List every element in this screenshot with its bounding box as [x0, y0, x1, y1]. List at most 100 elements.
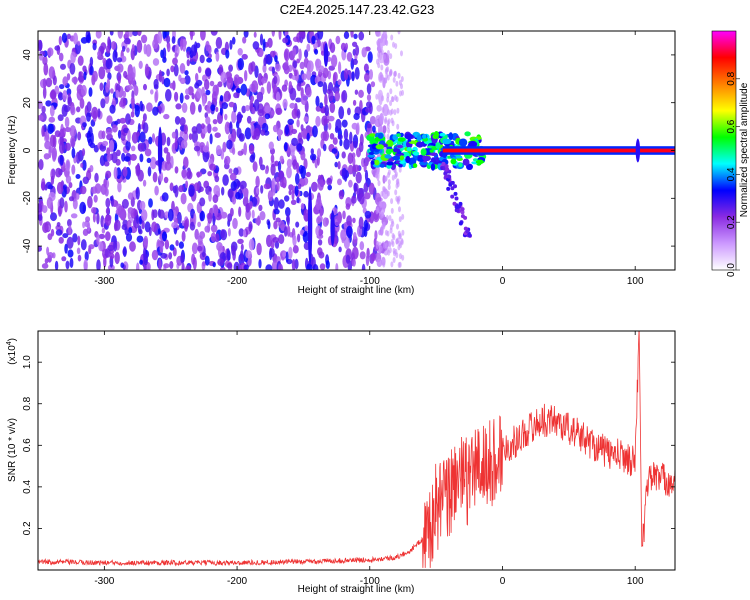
heatmap-cell — [152, 38, 159, 50]
heatmap-cell — [370, 160, 375, 165]
heatmap-cell — [81, 84, 87, 97]
heatmap-cell — [161, 231, 168, 242]
heatmap-cell — [267, 190, 274, 202]
heatmap-cell — [296, 143, 303, 152]
heatmap-cell — [450, 180, 455, 185]
heatmap-cell — [56, 222, 61, 227]
heatmap-cell — [57, 114, 64, 122]
heatmap-cell — [378, 46, 382, 53]
heatmap-cell — [385, 214, 389, 221]
heatmap-cell — [297, 183, 302, 190]
heatmap-cell — [178, 241, 184, 249]
heatmap-cell — [417, 158, 425, 162]
heatmap-cell — [433, 131, 439, 139]
heatmap-cell — [396, 107, 400, 114]
heatmap-cell — [215, 37, 223, 49]
heatmap-cell — [290, 199, 297, 205]
heatmap-cell — [75, 174, 81, 179]
x-tick-label: -100 — [360, 576, 380, 587]
heatmap-cell — [430, 152, 437, 156]
heatmap-cell — [265, 55, 272, 64]
heatmap-cell — [395, 80, 399, 87]
heatmap-cell — [78, 71, 82, 78]
heatmap-cell — [341, 237, 345, 244]
y-tick-label: -40 — [22, 238, 33, 253]
heatmap-cell — [327, 115, 335, 122]
heatmap-cell — [381, 224, 385, 231]
heatmap-cell — [83, 259, 88, 270]
heatmap-cell — [125, 233, 133, 242]
heatmap-cell — [310, 153, 317, 161]
heatmap-cell — [109, 31, 114, 36]
heatmap-cell — [370, 252, 376, 262]
heatmap-cell — [174, 166, 179, 174]
heatmap-cell — [301, 73, 307, 81]
heatmap-cell — [384, 154, 392, 159]
heatmap-cell — [306, 132, 310, 142]
heatmap-cell — [59, 141, 65, 154]
heatmap-cell — [80, 162, 84, 168]
heatmap-cell — [289, 102, 296, 109]
snr-background — [38, 331, 675, 570]
heatmap-cell — [282, 98, 288, 109]
heatmap-cell — [352, 217, 356, 224]
heatmap-cell — [250, 95, 255, 102]
heatmap-cell — [242, 229, 247, 238]
heatmap-cell — [273, 208, 280, 215]
heatmap-cell — [294, 185, 299, 197]
heatmap-cell — [284, 195, 290, 202]
heatmap-cell — [124, 37, 131, 45]
heatmap-cell — [407, 138, 412, 142]
heatmap-cell — [117, 31, 123, 39]
heatmap-cell — [361, 47, 367, 58]
heatmap-cell — [390, 261, 394, 268]
heatmap-cell — [157, 31, 163, 44]
heatmap-cell — [166, 136, 171, 147]
heatmap-cell — [91, 106, 99, 120]
heatmap-cell — [44, 258, 49, 264]
heatmap-cell — [395, 179, 399, 185]
heatmap-cell — [239, 180, 247, 190]
heatmap-cell — [283, 226, 288, 237]
heatmap-cell — [384, 77, 388, 84]
heatmap-cell — [212, 119, 218, 125]
heatmap-cell — [168, 252, 173, 260]
heatmap-cell — [214, 132, 221, 138]
heatmap-cell — [238, 133, 245, 142]
svg-text:(x104): (x104) — [6, 338, 18, 365]
heatmap-cell — [82, 65, 87, 73]
heatmap-cell — [54, 45, 60, 51]
heatmap-cell — [378, 200, 382, 207]
heatmap-cell — [386, 190, 390, 197]
heatmap-cell — [353, 232, 357, 240]
heatmap-cell — [75, 192, 80, 200]
heatmap-cell — [341, 167, 347, 180]
heatmap-cell — [111, 151, 118, 164]
heatmap-cell — [65, 159, 71, 172]
heatmap-cell — [380, 49, 384, 56]
heatmap-cell — [42, 55, 48, 66]
heatmap-cell — [62, 233, 69, 239]
heatmap-cell — [86, 130, 92, 144]
heatmap-cell — [358, 89, 364, 98]
heatmap-cell — [387, 184, 391, 191]
streak — [323, 42, 329, 67]
heatmap-cell — [227, 227, 231, 237]
heatmap-cell — [340, 42, 346, 51]
heatmap-cell — [281, 176, 287, 189]
heatmap-cell — [181, 139, 188, 149]
heatmap-cell — [389, 227, 393, 234]
heatmap-cell — [367, 51, 373, 63]
heatmap-cell — [356, 122, 360, 135]
heatmap-cell — [228, 64, 234, 72]
heatmap-cell — [205, 116, 211, 125]
heatmap-cell — [392, 76, 396, 83]
heatmap-cell — [224, 121, 231, 135]
heatmap-cell — [44, 184, 48, 191]
heatmap-cell — [199, 54, 205, 64]
heatmap-cell — [224, 155, 231, 166]
heatmap-cell — [250, 123, 255, 136]
heatmap-cell — [175, 240, 179, 247]
heatmap-cell — [208, 46, 212, 54]
heatmap-cell — [184, 75, 191, 85]
